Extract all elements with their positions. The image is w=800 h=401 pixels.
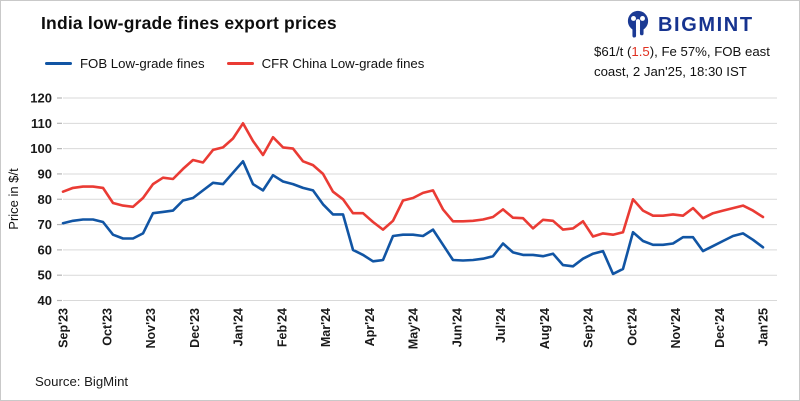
x-tick-label: Oct'23: [100, 308, 114, 346]
brand-name: BIGMINT: [658, 14, 754, 36]
fob-line: [61, 160, 765, 276]
y-tick-label: 120: [30, 91, 52, 106]
legend-item-fob: FOB Low-grade fines: [45, 56, 205, 71]
price-spec: ), Fe 57%, FOB east: [649, 44, 770, 59]
cfr-line: [61, 122, 765, 238]
cfr-line-swatch: [226, 61, 254, 66]
y-tick-label: 80: [38, 192, 52, 207]
y-tick-label: 60: [38, 242, 52, 257]
x-tick-label: Jan'24: [232, 308, 246, 346]
legend: FOB Low-grade fines CFR China Low-grade …: [45, 56, 424, 71]
y-tick-label: 40: [38, 293, 52, 308]
x-tick-label: Dec'23: [188, 308, 202, 348]
fob-line-swatch: [45, 61, 72, 66]
legend-label-fob: FOB Low-grade fines: [80, 56, 205, 71]
x-tick-label: Oct'24: [625, 308, 639, 346]
x-tick-label: Apr'24: [363, 308, 377, 346]
x-tick-label: Sep'24: [582, 308, 596, 348]
y-tick-label: 90: [38, 166, 52, 181]
chart-title: India low-grade fines export prices: [41, 13, 337, 33]
price-value: $61/t (: [594, 44, 632, 59]
brand-logo: BIGMINT: [623, 9, 754, 42]
y-tick-label: 110: [31, 116, 52, 131]
x-tick-label: Feb'24: [275, 308, 289, 347]
x-tick-label: Jul'24: [494, 308, 508, 343]
y-axis-title: Price in $/t: [6, 168, 21, 230]
price-note-line2: coast, 2 Jan'25, 18:30 IST: [594, 64, 747, 79]
x-tick-label: Sep'23: [57, 308, 71, 348]
x-tick-label: May'24: [407, 308, 421, 349]
legend-item-cfr: CFR China Low-grade fines: [226, 56, 425, 71]
y-tick-label: 70: [38, 217, 52, 232]
x-tick-label: Mar'24: [319, 308, 333, 347]
x-tick-label: Jun'24: [450, 308, 464, 347]
source-note: Source: BigMint: [35, 374, 129, 389]
bigmint-logo-icon: [627, 10, 649, 38]
x-tick-label: Nov'23: [144, 308, 158, 349]
y-tick-label: 50: [38, 268, 52, 283]
x-tick-label: Nov'24: [669, 308, 683, 349]
x-tick-label: Dec'24: [713, 308, 727, 348]
price-note: $61/t (1.5), Fe 57%, FOB east coast, 2 J…: [594, 42, 770, 82]
x-tick-label: Aug'24: [538, 308, 552, 349]
price-change: 1.5: [631, 44, 650, 59]
y-tick-label: 100: [30, 141, 52, 156]
price-note-line1: $61/t (1.5), Fe 57%, FOB east: [594, 42, 770, 62]
legend-label-cfr: CFR China Low-grade fines: [261, 56, 425, 71]
x-tick-label: Jan'25: [757, 308, 771, 346]
